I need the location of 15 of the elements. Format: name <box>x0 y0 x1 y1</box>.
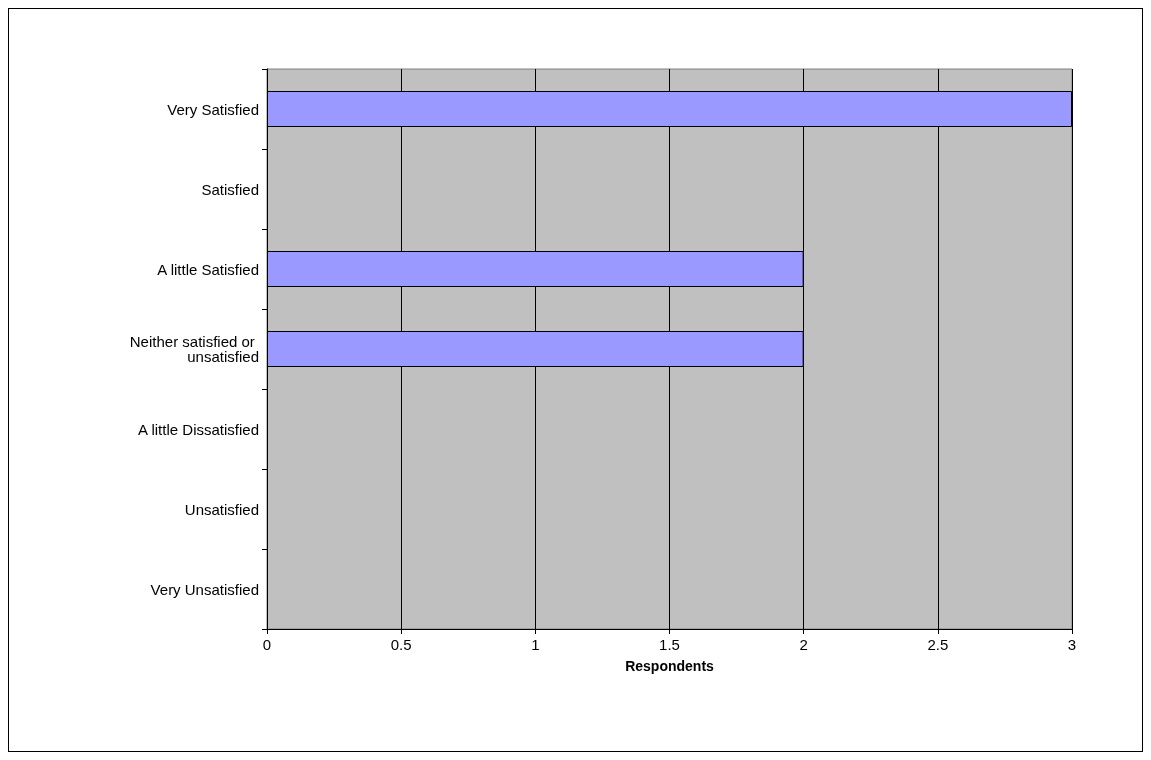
x-tick-label: 1.5 <box>659 636 680 653</box>
x-tick-label: 0 <box>262 636 272 653</box>
x-tick-label: 0.5 <box>390 636 412 653</box>
y-tick-label: Neither satisfied or unsatisfied <box>129 333 259 365</box>
y-tick-label: A little Satisfied <box>157 260 259 278</box>
x-axis-title: Respondents <box>625 658 715 674</box>
y-tick-label: Satisfied <box>201 180 259 198</box>
x-tick-label: 2 <box>799 636 808 653</box>
y-tick-label: Very Satisfied <box>167 100 259 118</box>
y-tick-label: Very Unsatisfied <box>150 580 259 598</box>
x-tick-label: 2.5 <box>927 636 949 653</box>
x-tick-label: 1 <box>531 636 540 653</box>
x-tick-label: 3 <box>1067 636 1077 653</box>
y-tick-label: A little Dissatisfied <box>138 420 259 438</box>
y-tick-label: Unsatisfied <box>184 500 259 518</box>
